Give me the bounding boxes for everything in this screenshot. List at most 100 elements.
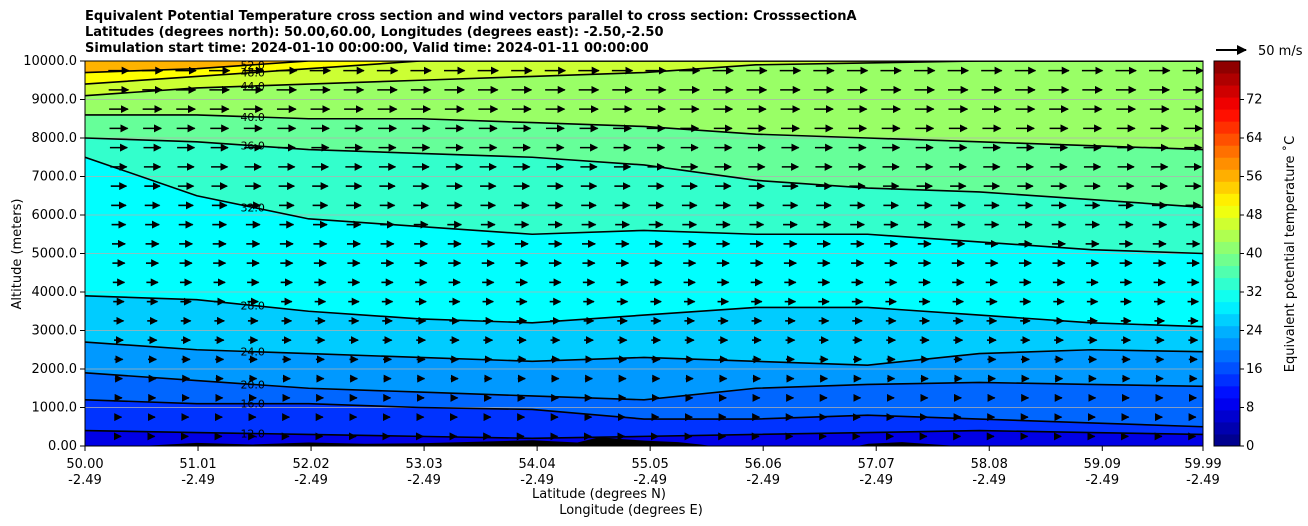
contour-label-7: 40.0 xyxy=(240,111,265,124)
colorbar-tick-label-3: 24 xyxy=(1246,324,1263,339)
contour-line-5 xyxy=(85,156,1203,255)
x-axis: 50.00-2.4951.01-2.4952.02-2.4953.03-2.49… xyxy=(66,446,1222,488)
x-tick-lon-2: -2.49 xyxy=(294,473,328,488)
colorbar-segment-300 xyxy=(1214,289,1240,303)
colorbar-segment-200 xyxy=(1214,337,1240,351)
temperature-band-3 xyxy=(85,342,1203,400)
x-tick-lat-0: 50.00 xyxy=(66,457,103,472)
wind-vector-layer xyxy=(108,66,1203,441)
colorbar-segment-725 xyxy=(1214,85,1240,98)
contour-layer: 12.016.020.024.028.032.036.040.044.048.0… xyxy=(85,59,1203,440)
colorbar-segment-700 xyxy=(1214,97,1240,110)
chart-title-line-2: Latitudes (degrees north): 50.00,60.00, … xyxy=(85,25,664,40)
x-tick-lat-4: 54.04 xyxy=(519,457,556,472)
y-axis-label: Altitude (meters) xyxy=(10,199,25,310)
y-tick-label-7: 7000.0 xyxy=(32,170,78,185)
x-tick-lon-3: -2.49 xyxy=(407,473,441,488)
colorbar-segment-125 xyxy=(1214,373,1240,387)
colorbar-segment-625 xyxy=(1214,133,1240,146)
contour-line-7 xyxy=(85,114,1203,151)
x-tick-lat-10: 59.99 xyxy=(1184,457,1221,472)
x-tick-lat-9: 59.09 xyxy=(1084,457,1121,472)
colorbar-tick-label-6: 48 xyxy=(1246,208,1263,223)
temperature-band-11 xyxy=(85,61,1203,73)
colorbar-segment-500 xyxy=(1214,193,1240,206)
y-tick-label-6: 6000.0 xyxy=(32,208,78,223)
colorbar-segment-225 xyxy=(1214,325,1240,339)
colorbar-tick-label-2: 16 xyxy=(1246,362,1263,377)
colorbar-segment-375 xyxy=(1214,253,1240,267)
terrain-layer xyxy=(140,437,958,446)
contour-label-0: 12.0 xyxy=(240,427,265,440)
colorbar-segment-450 xyxy=(1214,217,1240,230)
x-tick-lon-6: -2.49 xyxy=(746,473,780,488)
x-tick-lat-8: 58.08 xyxy=(971,457,1008,472)
terrain-south xyxy=(140,437,712,446)
colorbar-segment-550 xyxy=(1214,169,1240,182)
x-tick-lat-5: 55.05 xyxy=(632,457,669,472)
colorbar-segment-650 xyxy=(1214,121,1240,134)
colorbar-segment-475 xyxy=(1214,205,1240,218)
colorbar-tick-label-0: 0 xyxy=(1246,439,1254,454)
x-tick-lon-8: -2.49 xyxy=(972,473,1006,488)
contour-line-1 xyxy=(85,399,1203,428)
contour-label-3: 24.0 xyxy=(240,346,265,359)
x-tick-lat-6: 56.06 xyxy=(745,457,782,472)
contour-line-6 xyxy=(85,137,1203,209)
x-axis-label-longitude: Longitude (degrees E) xyxy=(559,503,703,518)
contour-label-5: 32.0 xyxy=(240,201,265,214)
colorbar-tick-label-4: 32 xyxy=(1246,285,1263,300)
x-tick-lon-10: -2.49 xyxy=(1186,473,1220,488)
contour-line-0 xyxy=(85,429,1203,440)
colorbar-segment-175 xyxy=(1214,349,1240,363)
colorbar-segment-75 xyxy=(1214,397,1240,411)
colorbar: 0 8 16 24 32 40 48 56 64 72 xyxy=(1213,60,1263,454)
contour-label-10: 52.0 xyxy=(240,59,265,72)
contour-line-2 xyxy=(85,372,1203,401)
colorbar-segment-400 xyxy=(1214,241,1240,254)
colorbar-segment-0 xyxy=(1214,433,1240,447)
colorbar-segment-775 xyxy=(1214,61,1240,74)
contour-line-9 xyxy=(85,61,1203,85)
grid-layer xyxy=(85,99,1203,408)
x-tick-lat-2: 52.02 xyxy=(292,457,329,472)
colorbar-segment-150 xyxy=(1214,361,1240,375)
temperature-band-8 xyxy=(85,61,1203,150)
x-tick-lat-7: 57.07 xyxy=(858,457,895,472)
colorbar-tick-label-7: 56 xyxy=(1246,170,1263,185)
x-tick-lon-5: -2.49 xyxy=(633,473,667,488)
y-tick-label-10: 10000.0 xyxy=(23,54,77,69)
y-tick-label-8: 8000.0 xyxy=(32,131,78,146)
y-tick-label-3: 3000.0 xyxy=(32,324,78,339)
contour-line-8 xyxy=(85,61,1203,97)
colorbar-segment-575 xyxy=(1214,157,1240,170)
colorbar-label: Equivalent potential temperature ˚C xyxy=(1282,136,1298,372)
colorbar-segment-50 xyxy=(1214,409,1240,423)
x-tick-lon-4: -2.49 xyxy=(520,473,554,488)
colorbar-segment-675 xyxy=(1214,109,1240,122)
x-tick-lon-7: -2.49 xyxy=(859,473,893,488)
x-tick-lat-1: 51.01 xyxy=(179,457,216,472)
x-axis-label-latitude: Latitude (degrees N) xyxy=(532,487,666,502)
colorbar-segment-350 xyxy=(1214,265,1240,279)
chart-title-line-1: Equivalent Potential Temperature cross s… xyxy=(85,9,857,24)
colorbar-segment-750 xyxy=(1214,73,1240,86)
x-tick-lon-0: -2.49 xyxy=(68,473,102,488)
colorbar-segment-275 xyxy=(1214,301,1240,315)
colorbar-tick-label-8: 64 xyxy=(1246,131,1263,146)
contour-label-1: 16.0 xyxy=(240,398,265,411)
terrain-north xyxy=(857,442,958,446)
colorbar-segment-525 xyxy=(1214,181,1240,194)
colorbar-segment-325 xyxy=(1214,277,1240,291)
contour-label-8: 44.0 xyxy=(240,80,265,93)
y-tick-label-0: 0.00 xyxy=(48,439,77,454)
colorbar-segment-25 xyxy=(1214,421,1240,435)
contour-line-4 xyxy=(85,295,1203,328)
colorbar-segment-600 xyxy=(1214,145,1240,158)
colorbar-tick-label-9: 72 xyxy=(1246,93,1263,108)
colorbar-tick-label-5: 40 xyxy=(1246,247,1263,262)
contour-label-2: 20.0 xyxy=(240,378,265,391)
quiver-key-label: 50 m/s xyxy=(1258,44,1303,59)
y-tick-label-4: 4000.0 xyxy=(32,285,78,300)
